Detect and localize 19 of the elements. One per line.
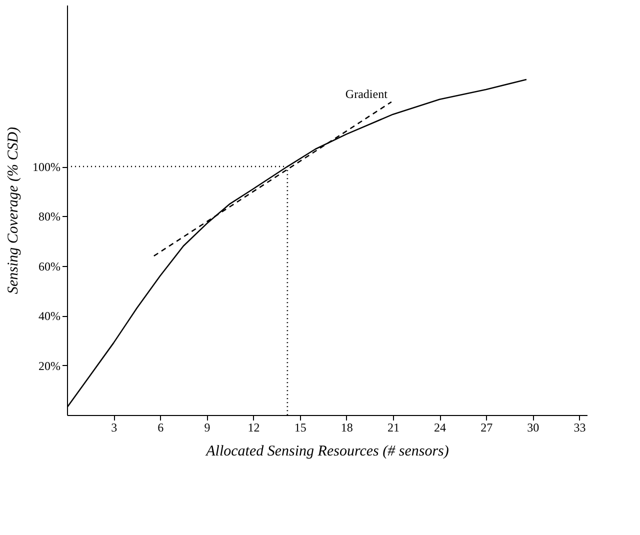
x-axis-title: Allocated Sensing Resources (# sensors) — [205, 444, 449, 460]
x-tick-label: 3 — [111, 420, 118, 434]
x-tick-label: 21 — [387, 420, 400, 434]
y-tick-label: 100% — [32, 160, 60, 174]
x-tick-label: 9 — [204, 420, 210, 434]
x-tick-label: 6 — [158, 420, 164, 434]
x-tick-label: 15 — [294, 420, 306, 434]
x-tick-label: 27 — [480, 420, 493, 434]
y-axis-title: Sensing Coverage (% CSD) — [6, 126, 22, 294]
x-tick-label: 33 — [574, 420, 586, 434]
y-tick-label: 20% — [38, 358, 60, 373]
y-tick-label: 40% — [38, 309, 60, 324]
y-tick-label: 60% — [38, 259, 60, 274]
y-tick-label: 80% — [38, 210, 60, 224]
x-tick-label: 24 — [434, 420, 446, 434]
x-tick-label: 12 — [248, 420, 260, 434]
x-tick-label: 18 — [340, 420, 353, 434]
x-tick-label: 30 — [527, 420, 540, 434]
annotation: Gradient — [345, 86, 388, 101]
